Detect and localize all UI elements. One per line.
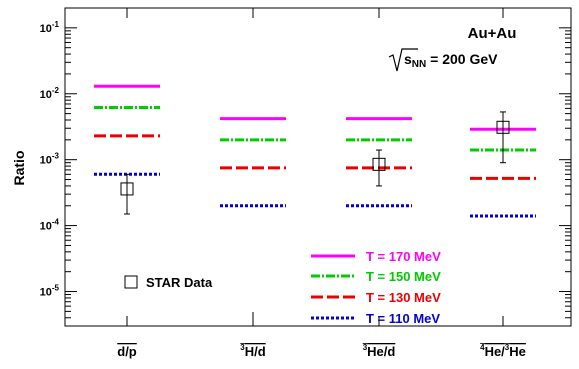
y-tick-label: 10-3 <box>40 152 60 167</box>
collision-annotation: Au+Au sNN = 200 GeV <box>388 25 517 72</box>
label-part: H/d <box>245 344 266 359</box>
x-category-label: d/p <box>117 344 137 359</box>
y-tick-base: 10 <box>40 287 52 299</box>
label-sup: 3 <box>363 343 368 352</box>
energy-s: s <box>404 51 412 67</box>
y-tick-label: 10-2 <box>40 86 60 101</box>
label-sup: 3 <box>505 343 510 352</box>
collision-system: Au+Au <box>468 25 517 42</box>
model-series <box>94 84 536 218</box>
legend-data-marker <box>124 275 138 289</box>
y-tick-base: 10 <box>40 221 52 233</box>
label-sup: 4 <box>480 343 485 352</box>
energy-value: = 200 GeV <box>426 51 498 67</box>
data-point-marker <box>496 120 510 134</box>
data-point-marker <box>372 157 386 171</box>
y-tick-exponent: -2 <box>52 86 60 95</box>
label-part: He/d <box>367 344 395 359</box>
label-part: d/p <box>117 344 137 359</box>
y-tick-base: 10 <box>40 89 52 101</box>
y-tick-exponent: -1 <box>52 20 60 29</box>
plot-frame <box>64 7 572 327</box>
y-tick-exponent: -3 <box>52 152 60 161</box>
legend-data-label: STAR Data <box>146 275 213 290</box>
legend-label-T150: T = 150 MeV <box>366 269 441 284</box>
legend-label-T170: T = 170 MeV <box>366 249 441 264</box>
energy-label: sNN = 200 GeV <box>404 51 498 70</box>
y-axis-ticks: 10-110-210-310-410-5 <box>40 7 571 327</box>
y-tick-label: 10-4 <box>40 218 60 233</box>
star-data-points <box>120 111 510 326</box>
label-part: He/ <box>485 344 506 359</box>
legend-label-T110: T = 110 MeV <box>366 311 440 326</box>
x-axis-labels: d/p 3H/d 3He/d 4He/3He <box>117 343 526 359</box>
y-tick-label: 10-5 <box>40 284 60 299</box>
data-point-marker <box>120 182 134 196</box>
y-tick-exponent: -4 <box>52 218 60 227</box>
y-tick-base: 10 <box>40 155 52 167</box>
label-sup: 3 <box>240 343 245 352</box>
legend: STAR Data T = 170 MeV T = 150 MeV T = 130 … <box>124 249 441 326</box>
y-tick-base: 10 <box>40 23 52 35</box>
energy-subscript: NN <box>412 59 426 70</box>
x-category-label: 4He/3He <box>480 343 526 359</box>
y-tick-exponent: -5 <box>52 284 60 293</box>
label-part: He <box>509 344 526 359</box>
x-category-label: 3H/d <box>240 343 265 359</box>
x-category-label: 3He/d <box>363 343 396 359</box>
sqrt-icon <box>388 48 418 72</box>
y-axis-title: Ratio <box>11 151 27 186</box>
legend-label-T130: T = 130 MeV <box>366 290 441 305</box>
y-tick-label: 10-1 <box>40 20 60 35</box>
